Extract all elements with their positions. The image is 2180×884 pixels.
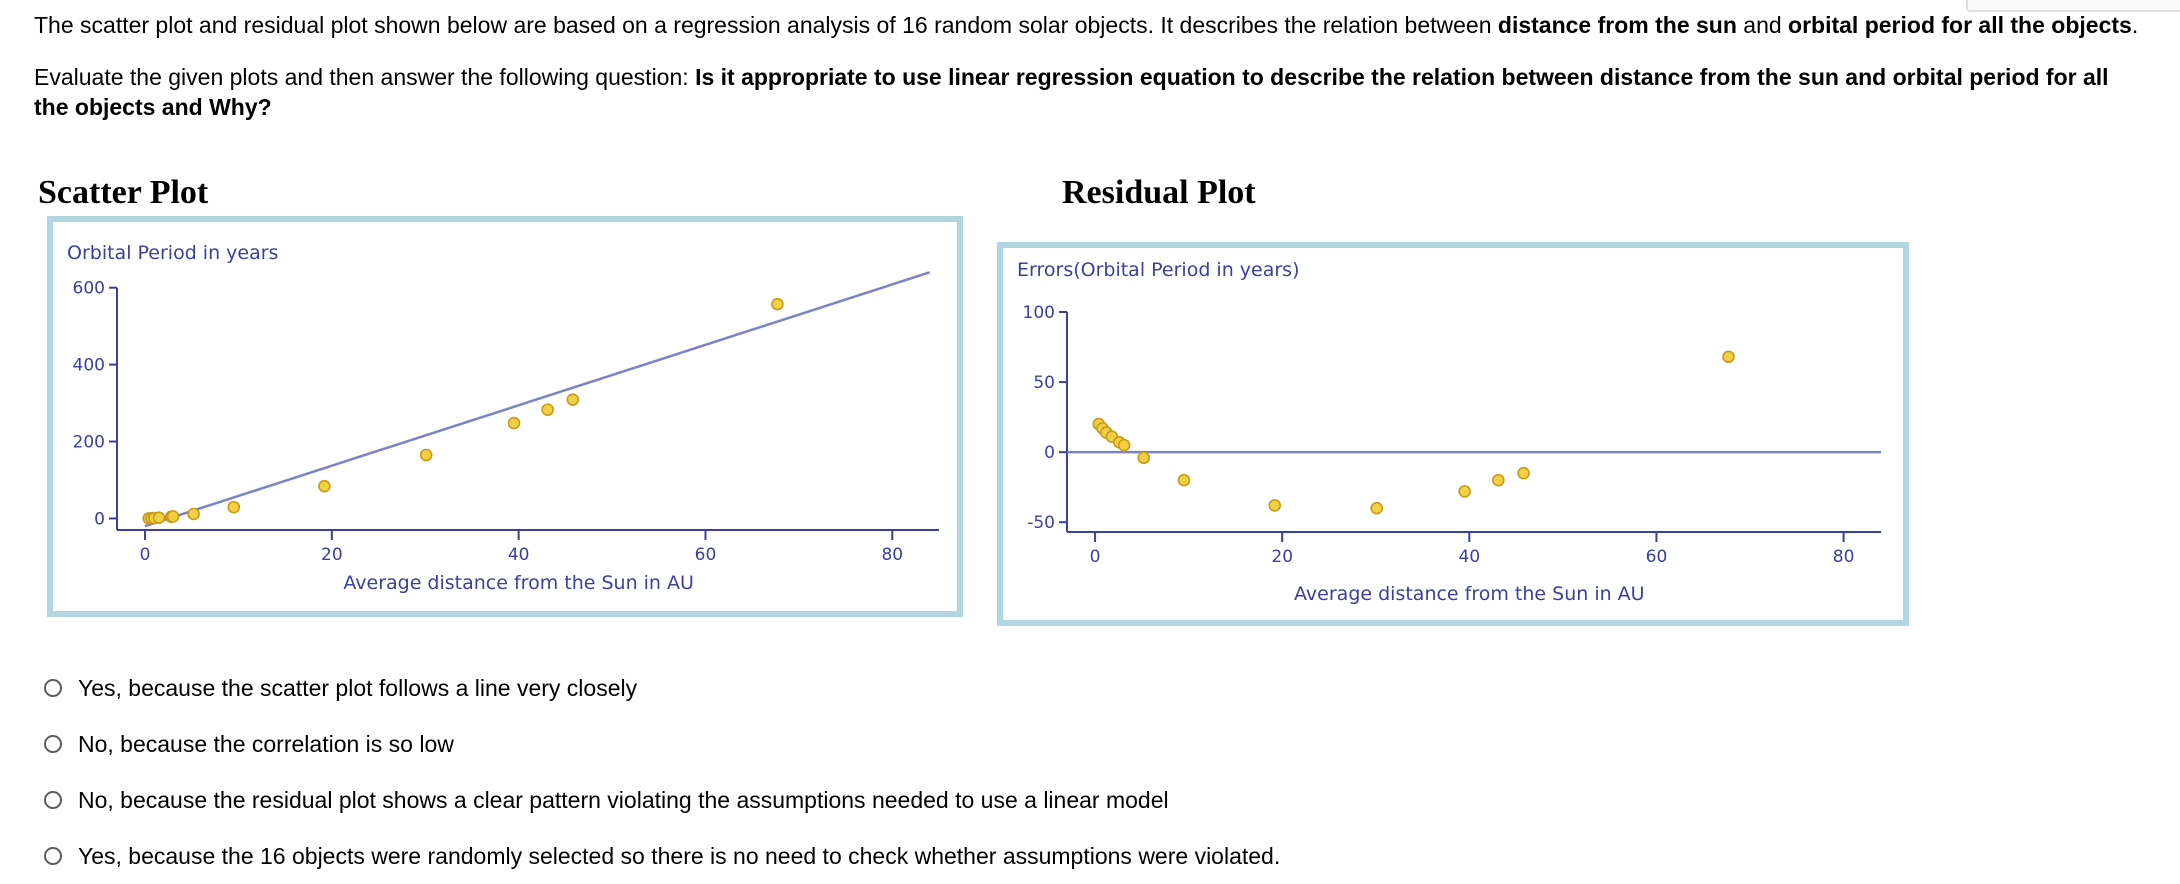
radio-button[interactable] xyxy=(44,735,62,753)
top-right-tab xyxy=(1966,0,2180,12)
residual-data-point xyxy=(1458,485,1471,498)
scatter-x-tick-label: 60 xyxy=(695,545,717,565)
residual-x-axis-label: Average distance from the Sun in AU xyxy=(1294,583,1645,605)
residual-x-tick-label: 0 xyxy=(1090,547,1101,567)
residual-y-tick-label: 100 xyxy=(1023,303,1055,323)
residual-y-tick-label: 50 xyxy=(1033,373,1055,393)
intro-text-1: The scatter plot and residual plot shown… xyxy=(34,12,1498,38)
scatter-x-axis-label: Average distance from the Sun in AU xyxy=(343,572,694,594)
answer-options: Yes, because the scatter plot follows a … xyxy=(44,660,1280,884)
question-text: The scatter plot and residual plot shown… xyxy=(34,10,2180,122)
scatter-x-tick-label: 40 xyxy=(508,545,530,565)
residual-plot-chart: -50 0 50 100 0 20 40 60 80 Errors(Orbital Period … xyxy=(1017,259,1881,605)
intro-bold-2: orbital period for all the objects xyxy=(1788,12,2132,38)
answer-option-3[interactable]: No, because the residual plot shows a cl… xyxy=(44,772,1280,828)
scatter-data-point xyxy=(771,297,784,311)
intro-text-2: and xyxy=(1736,12,1789,38)
scatter-data-point xyxy=(227,500,241,514)
radio-button[interactable] xyxy=(44,847,62,865)
prompt-bold-2: the objects and Why? xyxy=(34,94,272,120)
scatter-data-point xyxy=(541,403,554,416)
question-prompt: Evaluate the given plots and then answer… xyxy=(34,62,2180,122)
scatter-data-point xyxy=(318,479,331,493)
answer-option-label: No, because the correlation is so low xyxy=(78,730,454,757)
scatter-data-point xyxy=(187,507,200,521)
scatter-y-tick-label: 0 xyxy=(94,509,105,529)
scatter-data-point xyxy=(419,448,433,462)
answer-option-1[interactable]: Yes, because the scatter plot follows a … xyxy=(44,660,1280,716)
scatter-y-tick-label: 200 xyxy=(73,433,105,453)
residual-data-point xyxy=(1177,473,1191,487)
scatter-plot-chart: 0 200 400 600 0 20 40 60 80 Orbital Period in yea… xyxy=(67,242,939,594)
scatter-plot-frame: 0 200 400 600 0 20 40 60 80 Orbital Period in yea… xyxy=(47,216,963,617)
residual-x-tick-label: 80 xyxy=(1833,547,1855,567)
radio-button[interactable] xyxy=(44,679,62,697)
answer-option-2[interactable]: No, because the correlation is so low xyxy=(44,716,1280,772)
residual-data-point xyxy=(1117,438,1131,452)
scatter-x-tick-label: 80 xyxy=(881,545,903,565)
residual-plot-frame: -50 0 50 100 0 20 40 60 80 Errors(Orbital Period … xyxy=(997,242,1909,626)
residual-x-tick-label: 20 xyxy=(1271,547,1293,567)
residual-x-tick-label: 40 xyxy=(1459,547,1481,567)
answer-option-4[interactable]: Yes, because the 16 objects were randoml… xyxy=(44,828,1280,884)
prompt-bold-1: Is it appropriate to use linear regressi… xyxy=(695,64,2109,90)
residual-data-point xyxy=(1517,466,1530,480)
residual-y-tick-label: -50 xyxy=(1027,513,1055,533)
regression-line xyxy=(144,271,931,528)
radio-button[interactable] xyxy=(44,791,62,809)
residual-data-point xyxy=(1268,499,1282,512)
scatter-data-point xyxy=(507,416,521,430)
answer-option-label: No, because the residual plot shows a cl… xyxy=(78,786,1169,813)
scatter-y-tick-label: 600 xyxy=(73,279,105,299)
residual-data-point xyxy=(1137,451,1151,465)
residual-y-axis-label: Errors(Orbital Period in years) xyxy=(1017,259,1300,281)
prompt-text: Evaluate the given plots and then answer… xyxy=(34,64,696,90)
residual-plot-title: Residual Plot xyxy=(1062,174,1256,211)
scatter-x-tick-label: 20 xyxy=(321,545,343,565)
residual-data-point xyxy=(1370,501,1383,515)
scatter-x-tick-label: 0 xyxy=(140,545,151,565)
answer-option-label: Yes, because the scatter plot follows a … xyxy=(78,674,638,701)
intro-bold-1: distance from the sun xyxy=(1497,12,1737,38)
scatter-plot-title: Scatter Plot xyxy=(38,174,209,211)
scatter-y-tick-label: 400 xyxy=(73,356,105,376)
question-intro: The scatter plot and residual plot shown… xyxy=(34,10,2180,40)
residual-data-point xyxy=(1492,473,1505,487)
intro-text-3: . xyxy=(2131,12,2139,38)
scatter-y-axis-label: Orbital Period in years xyxy=(67,242,278,264)
scatter-data-point xyxy=(566,393,580,406)
answer-option-label: Yes, because the 16 objects were randoml… xyxy=(78,842,1281,869)
residual-y-tick-label: 0 xyxy=(1044,443,1055,463)
residual-x-tick-label: 60 xyxy=(1646,547,1668,567)
scatter-data-point xyxy=(152,511,166,525)
residual-data-point xyxy=(1722,350,1735,364)
scatter-data-point xyxy=(166,510,180,523)
